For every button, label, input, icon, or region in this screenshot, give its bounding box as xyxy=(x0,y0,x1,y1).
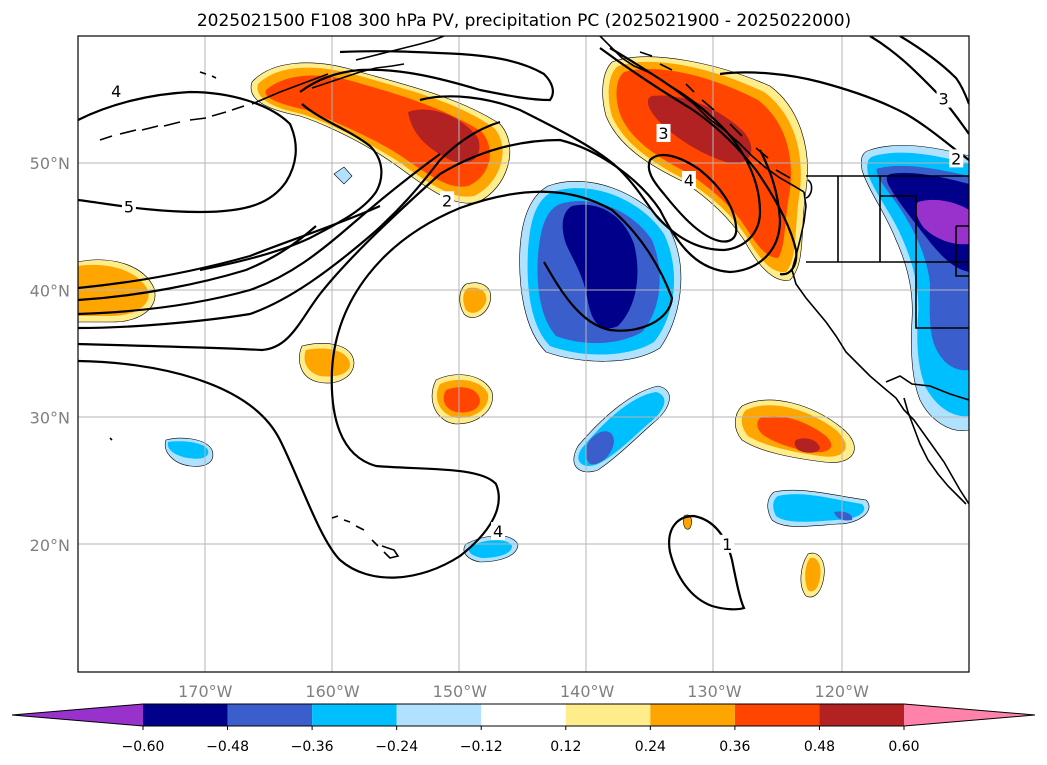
colorbar-tick-label: −0.36 xyxy=(291,739,334,755)
lat-tick-labels: 50°N 40°N 30°N 20°N xyxy=(30,154,70,555)
pv-contour-label: 2 xyxy=(442,191,452,210)
pv-contour-label-bg xyxy=(440,191,455,210)
pv-contour-label-bg xyxy=(936,89,951,108)
pv-contour-label-bg xyxy=(720,534,735,553)
precip-negative-159w xyxy=(333,166,353,185)
pv-contour-label-bg xyxy=(681,171,696,190)
precip-fields xyxy=(78,56,969,598)
lat-tick-label: 20°N xyxy=(30,536,70,555)
pv-contour-label: 3 xyxy=(938,90,948,109)
colorbar-tick-label: 0.60 xyxy=(888,739,919,755)
colorbar-bin xyxy=(143,704,228,726)
pv-contour-label: 3 xyxy=(658,124,668,143)
colorbar xyxy=(11,703,1036,727)
colorbar-bin xyxy=(734,704,820,726)
colorbar-under-extend xyxy=(12,704,143,726)
colorbar-bin xyxy=(819,704,904,726)
colorbar-bin xyxy=(481,704,566,726)
pv-contour-label: 2 xyxy=(951,149,961,168)
map-area: 1 2 3 4 4 4 5 3 2 xyxy=(77,35,970,673)
pv-contour-label: 1 xyxy=(722,535,732,554)
pv-contour-label-bg xyxy=(656,123,671,142)
pv-contour-label-bg xyxy=(949,149,964,168)
colorbar-tick-label: −0.24 xyxy=(375,739,418,755)
lat-tick-label: 50°N xyxy=(30,154,70,173)
colorbar-bin xyxy=(312,704,397,726)
colorbar-tick-label: −0.60 xyxy=(122,739,165,755)
colorbar-tick-label: 0.12 xyxy=(550,739,581,755)
colorbar-bin xyxy=(396,704,482,726)
lat-tick-label: 30°N xyxy=(30,409,70,428)
lat-tick-label: 40°N xyxy=(30,281,70,300)
pv-contour-label: 4 xyxy=(684,171,694,190)
pv-contour-label-bg xyxy=(491,522,506,541)
lon-tick-label: 130°W xyxy=(687,682,742,701)
colorbar-tick-labels: −0.60 −0.48 −0.36 −0.24 −0.12 0.12 0.24 0.36 0.4… xyxy=(122,726,920,755)
lon-tick-label: 170°W xyxy=(178,682,233,701)
colorbar-tick-label: 0.48 xyxy=(804,739,835,755)
colorbar-bin xyxy=(650,704,735,726)
chart-title: 2025021500 F108 300 hPa PV, precipitatio… xyxy=(197,11,851,31)
pv-contour-label: 4 xyxy=(111,82,121,101)
map-background xyxy=(78,36,969,672)
lon-tick-label: 140°W xyxy=(560,682,615,701)
lon-tick-label: 150°W xyxy=(433,682,488,701)
colorbar-tick-label: −0.12 xyxy=(460,739,503,755)
lon-tick-labels: 170°W 160°W 150°W 140°W 130°W 120°W xyxy=(178,682,869,701)
map-frame xyxy=(77,35,970,673)
pv-contour-label: 4 xyxy=(493,522,503,541)
colorbar-tick-label: −0.48 xyxy=(206,739,249,755)
colorbar-tick-label: 0.24 xyxy=(635,739,666,755)
colorbar-bin xyxy=(565,704,651,726)
pv-contour-label: 5 xyxy=(124,198,134,217)
lon-tick-label: 160°W xyxy=(305,682,360,701)
pv-contour-label-bg xyxy=(121,197,136,216)
coastlines xyxy=(99,36,969,559)
colorbar-tick-label: 0.36 xyxy=(719,739,750,755)
colorbar-bin xyxy=(227,704,313,726)
pv-contour-label-bg xyxy=(109,81,124,100)
colorbar-over-extend xyxy=(904,704,1035,726)
pv-contour-labels: 1 2 3 4 4 4 5 3 2 xyxy=(109,81,964,554)
lon-tick-label: 120°W xyxy=(815,682,870,701)
